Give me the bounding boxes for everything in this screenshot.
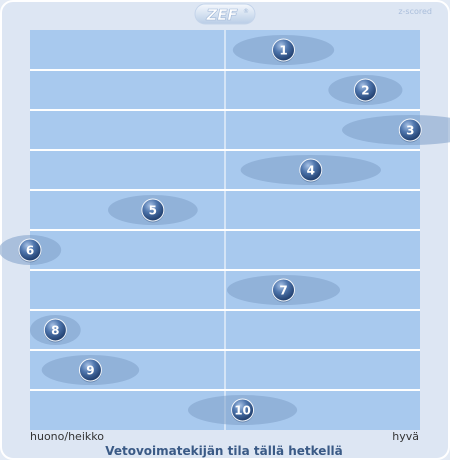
point-marker xyxy=(299,158,323,182)
point-label: 1 xyxy=(279,44,287,58)
point-label: 7 xyxy=(279,284,287,298)
point-label: 8 xyxy=(51,324,59,338)
point-label: 10 xyxy=(234,404,251,418)
point-marker xyxy=(78,358,102,382)
point-marker xyxy=(272,278,295,302)
point-marker xyxy=(43,318,67,342)
point-label: 5 xyxy=(149,204,157,218)
point-marker xyxy=(398,118,422,142)
point-marker xyxy=(231,398,255,422)
point-marker xyxy=(353,78,377,102)
x-axis-title: Vetovoimatekijän tila tällä hetkellä xyxy=(105,444,343,458)
plot-area: 1 2 3 4 5 6 7 8 9 10 xyxy=(0,30,450,430)
point-label: 3 xyxy=(406,124,414,138)
point-label: 6 xyxy=(26,244,34,258)
point-marker xyxy=(272,38,295,62)
zef-logo: ZEF ® xyxy=(194,3,256,25)
point-label: 9 xyxy=(86,364,94,378)
point-marker xyxy=(141,198,165,222)
logo-mark: ® xyxy=(243,8,249,15)
logo-text: ZEF xyxy=(205,6,238,24)
z-scored-badge: z-scored xyxy=(398,7,432,16)
point-label: 4 xyxy=(307,164,315,178)
x-min-label: huono/heikko xyxy=(30,430,104,443)
x-max-label: hyvä xyxy=(392,430,419,443)
point-label: 2 xyxy=(361,84,369,98)
spread-ellipse xyxy=(342,115,450,145)
point-marker xyxy=(18,238,42,262)
